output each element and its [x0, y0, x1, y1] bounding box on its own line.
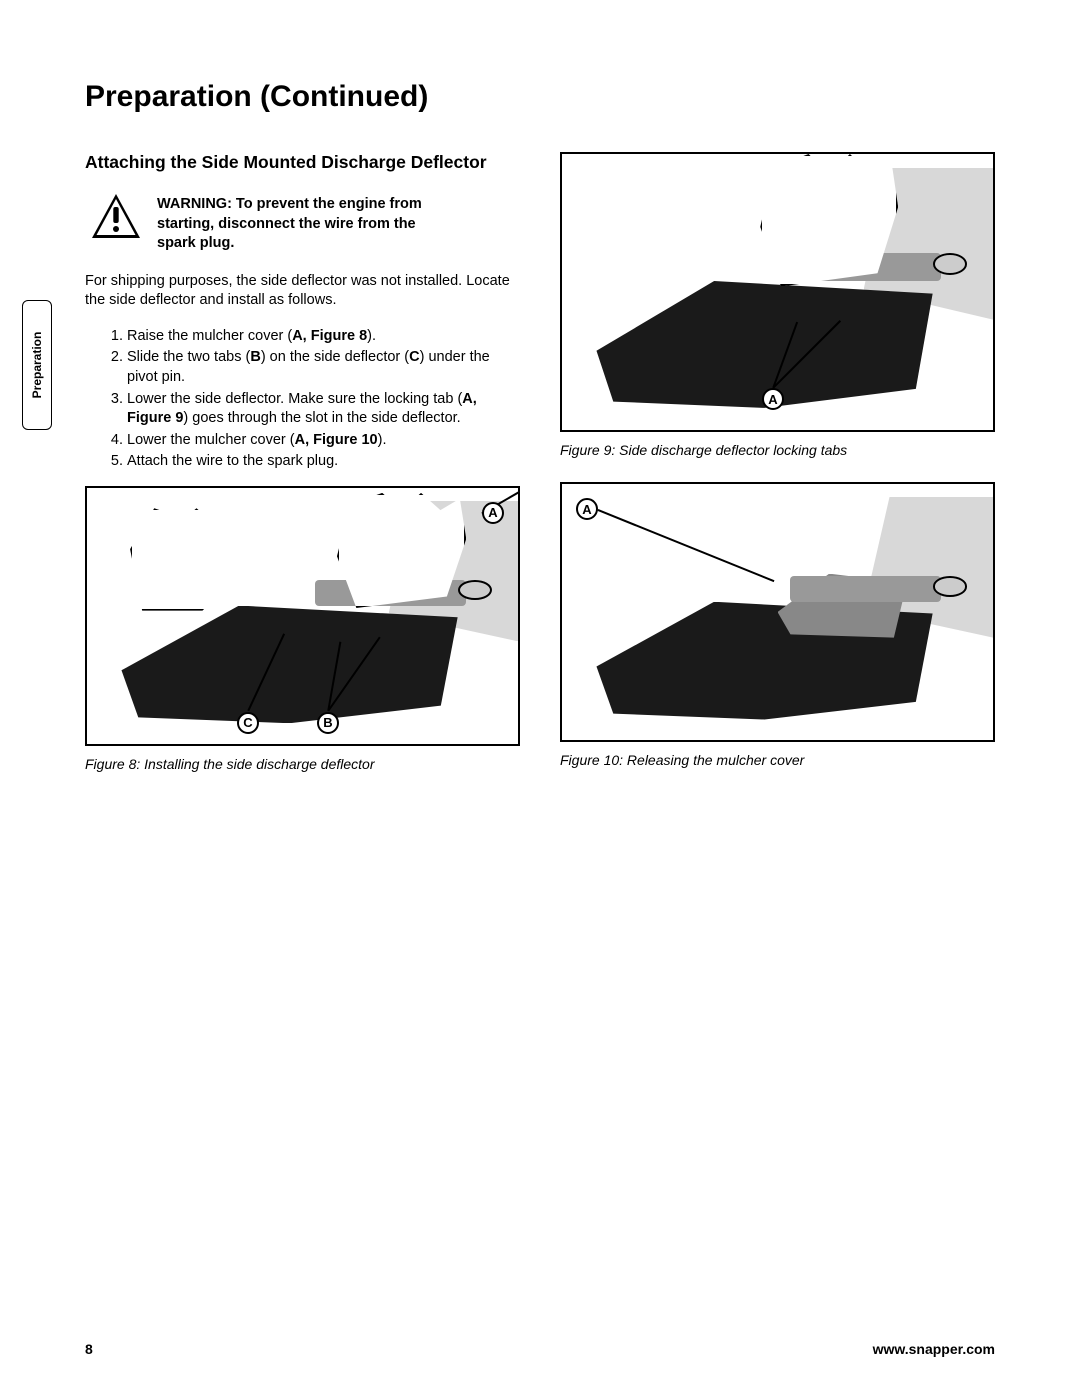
- illus-hand-9: [760, 154, 898, 286]
- figure-8-caption: Figure 8: Installing the side discharge …: [85, 756, 520, 772]
- illus-hinge-10: [790, 576, 941, 602]
- illus-deflector-9: [596, 281, 932, 408]
- warning-block: WARNING: To prevent the engine from star…: [91, 193, 520, 254]
- callout-a-10: A: [576, 498, 598, 520]
- footer-website: www.snapper.com: [873, 1341, 995, 1357]
- steps-list: Raise the mulcher cover (A, Figure 8). S…: [85, 327, 520, 472]
- intro-text: For shipping purposes, the side deflecto…: [85, 272, 520, 311]
- figure-10-box: A: [560, 482, 995, 742]
- section-tab: Preparation: [22, 300, 52, 430]
- illus-deflector: [121, 606, 457, 724]
- callout-a-9: A: [762, 388, 784, 410]
- step-2: Slide the two tabs (B) on the side defle…: [127, 348, 520, 387]
- step-3: Lower the side deflector. Make sure the …: [127, 390, 520, 429]
- page-footer: 8 www.snapper.com: [85, 1341, 995, 1357]
- illus-bolt-10: [933, 576, 967, 596]
- warning-text: WARNING: To prevent the engine from star…: [157, 193, 457, 254]
- illus-hand-left: [130, 508, 251, 610]
- step-1: Raise the mulcher cover (A, Figure 8).: [127, 327, 520, 347]
- figure-10-caption: Figure 10: Releasing the mulcher cover: [560, 752, 995, 768]
- callout-b: B: [317, 712, 339, 734]
- section-tab-label: Preparation: [30, 332, 44, 399]
- leader-a-10: [598, 509, 775, 582]
- step-5: Attach the wire to the spark plug.: [127, 452, 520, 472]
- section-heading: Attaching the Side Mounted Discharge Def…: [85, 152, 520, 173]
- page-title: Preparation (Continued): [85, 80, 995, 114]
- callout-c: C: [237, 712, 259, 734]
- warning-icon: [91, 193, 141, 239]
- step-4: Lower the mulcher cover (A, Figure 10).: [127, 431, 520, 451]
- figure-9-caption: Figure 9: Side discharge deflector locki…: [560, 442, 995, 458]
- figure-8-box: A C B: [85, 486, 520, 746]
- two-column-layout: Attaching the Side Mounted Discharge Def…: [85, 152, 995, 796]
- left-column: Attaching the Side Mounted Discharge Def…: [85, 152, 520, 796]
- right-column: A Figure 9: Side discharge deflector loc…: [560, 152, 995, 796]
- page-number: 8: [85, 1341, 93, 1357]
- figure-9-box: A: [560, 152, 995, 432]
- callout-a: A: [482, 502, 504, 524]
- illus-hand-right: [337, 493, 466, 608]
